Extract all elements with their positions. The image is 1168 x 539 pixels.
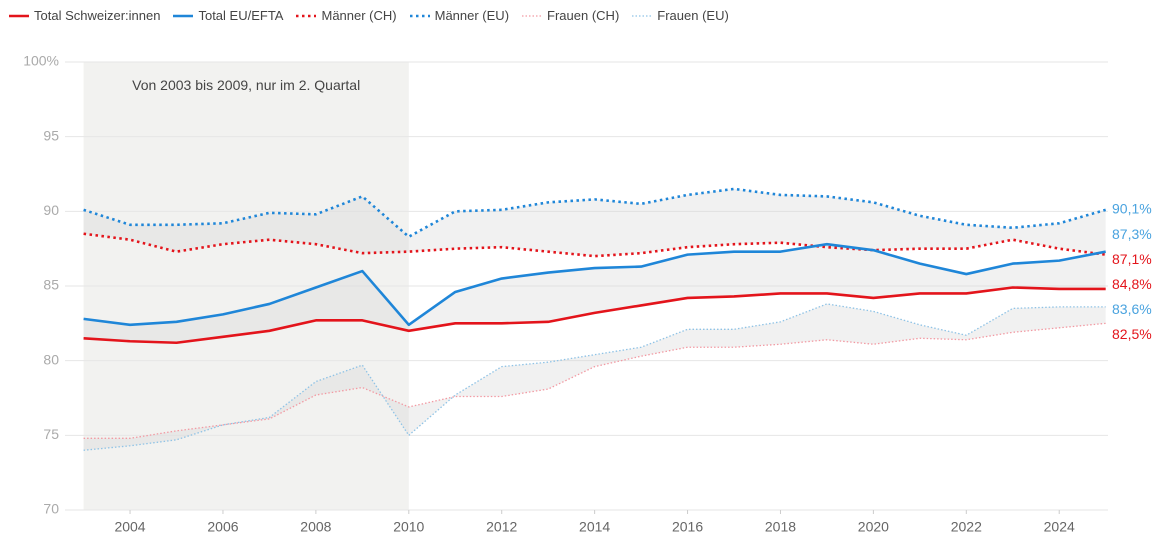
- legend-item: Total Schweizer:innen: [8, 8, 160, 23]
- x-tick-label: 2014: [579, 519, 610, 535]
- legend-swatch: [173, 14, 194, 17]
- legend-item: Frauen (CH): [521, 8, 619, 23]
- legend-item: Männer (CH): [295, 8, 397, 23]
- annotation: Von 2003 bis 2009, nur im 2. Quartal: [132, 77, 361, 93]
- x-tick-label: 2012: [486, 519, 517, 535]
- y-tick-label: 95: [43, 127, 59, 143]
- legend-label: Männer (CH): [321, 8, 397, 23]
- legend-item: Total EU/EFTA: [172, 8, 283, 23]
- y-tick-label: 75: [43, 426, 59, 442]
- end-label: 87,1%: [1112, 251, 1152, 267]
- legend-swatch: [522, 14, 543, 17]
- end-label: 83,6%: [1112, 301, 1152, 317]
- legend: Total Schweizer:innen Total EU/EFTA Männer…: [8, 8, 729, 23]
- x-tick-label: 2024: [1044, 519, 1075, 535]
- legend-label: Frauen (EU): [657, 8, 729, 23]
- x-tick-label: 2006: [207, 519, 238, 535]
- x-tick-label: 2010: [393, 519, 424, 535]
- y-tick-label: 90: [43, 202, 59, 218]
- gap-area: [83, 303, 1106, 451]
- legend-swatch: [632, 14, 653, 17]
- legend-swatch: [9, 14, 29, 17]
- legend-label: Total Schweizer:innen: [34, 8, 161, 23]
- legend-item: Männer (EU): [409, 8, 509, 23]
- x-tick-label: 2016: [672, 519, 703, 535]
- y-tick-label: 100%: [23, 53, 59, 69]
- x-tick-label: 2020: [858, 519, 889, 535]
- series-line: [83, 322, 1106, 439]
- legend-swatch: [296, 14, 317, 17]
- y-tick-label: 70: [43, 501, 59, 517]
- legend-item: Frauen (EU): [631, 8, 729, 23]
- gap-area: [83, 188, 1106, 257]
- legend-swatch: [409, 14, 430, 17]
- legend-label: Total EU/EFTA: [198, 8, 284, 23]
- legend-label: Männer (EU): [434, 8, 510, 23]
- y-tick-label: 85: [43, 277, 59, 293]
- x-tick-label: 2004: [114, 519, 145, 535]
- x-tick-label: 2022: [951, 519, 982, 535]
- end-label: 82,5%: [1112, 326, 1152, 342]
- series-line: [83, 187, 1107, 239]
- legend-label: Frauen (CH): [547, 8, 620, 23]
- x-tick-label: 2008: [300, 519, 331, 535]
- end-label: 90,1%: [1112, 201, 1152, 217]
- y-tick-label: 80: [43, 351, 59, 367]
- series-line: [83, 303, 1106, 451]
- end-label: 84,8%: [1112, 276, 1152, 292]
- series-line: [83, 286, 1106, 345]
- x-tick-label: 2018: [765, 519, 796, 535]
- series-line: [83, 242, 1106, 327]
- gap-area: [83, 244, 1106, 343]
- end-label: 87,3%: [1112, 226, 1152, 242]
